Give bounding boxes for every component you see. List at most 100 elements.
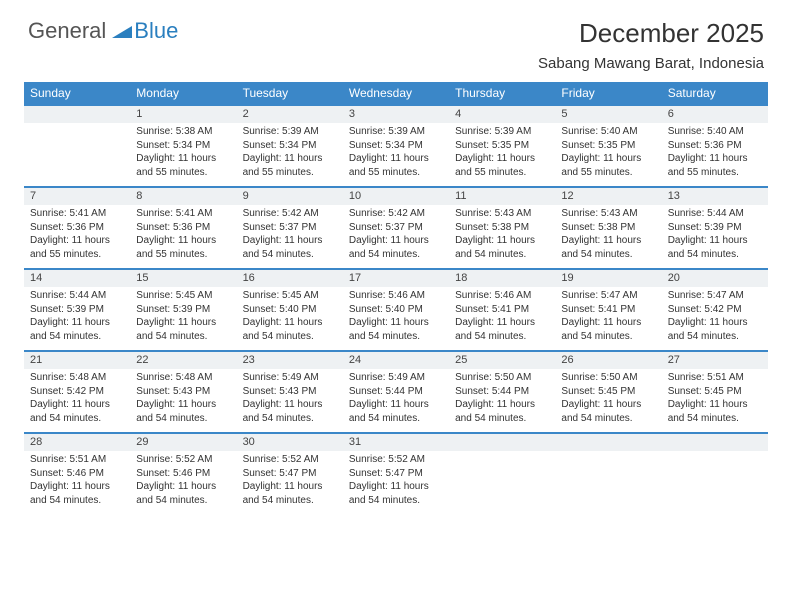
sunrise-text: Sunrise: 5:43 AM (455, 207, 549, 221)
day-detail-cell: Sunrise: 5:51 AMSunset: 5:46 PMDaylight:… (24, 451, 130, 515)
day-number-cell: 10 (343, 187, 449, 205)
sunrise-text: Sunrise: 5:38 AM (136, 125, 230, 139)
sunset-text: Sunset: 5:45 PM (561, 385, 655, 399)
sunrise-text: Sunrise: 5:51 AM (668, 371, 762, 385)
sunrise-text: Sunrise: 5:39 AM (455, 125, 549, 139)
sunrise-text: Sunrise: 5:50 AM (455, 371, 549, 385)
weekday-header: Monday (130, 82, 236, 105)
day-number-cell: 20 (662, 269, 768, 287)
sunrise-text: Sunrise: 5:43 AM (561, 207, 655, 221)
day-number-cell: 9 (237, 187, 343, 205)
day-detail-cell: Sunrise: 5:52 AMSunset: 5:47 PMDaylight:… (343, 451, 449, 515)
day-detail-cell: Sunrise: 5:46 AMSunset: 5:40 PMDaylight:… (343, 287, 449, 351)
sunset-text: Sunset: 5:34 PM (243, 139, 337, 153)
sunrise-text: Sunrise: 5:46 AM (455, 289, 549, 303)
day-number-row: 28293031 (24, 433, 768, 451)
daylight-text: Daylight: 11 hours and 54 minutes. (30, 398, 124, 425)
sunset-text: Sunset: 5:47 PM (349, 467, 443, 481)
day-detail-cell: Sunrise: 5:47 AMSunset: 5:42 PMDaylight:… (662, 287, 768, 351)
sunset-text: Sunset: 5:39 PM (668, 221, 762, 235)
daylight-text: Daylight: 11 hours and 54 minutes. (136, 480, 230, 507)
day-detail-cell: Sunrise: 5:52 AMSunset: 5:46 PMDaylight:… (130, 451, 236, 515)
day-number-cell: 5 (555, 105, 661, 123)
day-number-row: 14151617181920 (24, 269, 768, 287)
daylight-text: Daylight: 11 hours and 54 minutes. (136, 398, 230, 425)
sunset-text: Sunset: 5:45 PM (668, 385, 762, 399)
logo-text-blue: Blue (134, 18, 178, 44)
sunrise-text: Sunrise: 5:46 AM (349, 289, 443, 303)
day-detail-cell: Sunrise: 5:50 AMSunset: 5:44 PMDaylight:… (449, 369, 555, 433)
daylight-text: Daylight: 11 hours and 54 minutes. (136, 316, 230, 343)
day-detail-cell: Sunrise: 5:39 AMSunset: 5:34 PMDaylight:… (343, 123, 449, 187)
day-number-cell: 29 (130, 433, 236, 451)
day-detail-cell: Sunrise: 5:43 AMSunset: 5:38 PMDaylight:… (449, 205, 555, 269)
sunset-text: Sunset: 5:38 PM (561, 221, 655, 235)
day-number-cell: 23 (237, 351, 343, 369)
daylight-text: Daylight: 11 hours and 54 minutes. (455, 234, 549, 261)
daylight-text: Daylight: 11 hours and 54 minutes. (349, 316, 443, 343)
sunset-text: Sunset: 5:39 PM (30, 303, 124, 317)
calendar-table: Sunday Monday Tuesday Wednesday Thursday… (24, 82, 768, 515)
day-number-cell: 25 (449, 351, 555, 369)
day-number-cell: 18 (449, 269, 555, 287)
daylight-text: Daylight: 11 hours and 54 minutes. (455, 316, 549, 343)
day-detail-cell: Sunrise: 5:44 AMSunset: 5:39 PMDaylight:… (24, 287, 130, 351)
sunset-text: Sunset: 5:42 PM (30, 385, 124, 399)
day-number-cell: 3 (343, 105, 449, 123)
daylight-text: Daylight: 11 hours and 54 minutes. (30, 480, 124, 507)
sunrise-text: Sunrise: 5:47 AM (668, 289, 762, 303)
sunrise-text: Sunrise: 5:48 AM (30, 371, 124, 385)
daylight-text: Daylight: 11 hours and 54 minutes. (243, 316, 337, 343)
day-detail-row: Sunrise: 5:51 AMSunset: 5:46 PMDaylight:… (24, 451, 768, 515)
daylight-text: Daylight: 11 hours and 55 minutes. (561, 152, 655, 179)
day-detail-cell: Sunrise: 5:45 AMSunset: 5:40 PMDaylight:… (237, 287, 343, 351)
day-detail-cell: Sunrise: 5:42 AMSunset: 5:37 PMDaylight:… (343, 205, 449, 269)
sunset-text: Sunset: 5:42 PM (668, 303, 762, 317)
day-number-cell: 13 (662, 187, 768, 205)
daylight-text: Daylight: 11 hours and 55 minutes. (349, 152, 443, 179)
weekday-header: Thursday (449, 82, 555, 105)
day-number-row: 123456 (24, 105, 768, 123)
daylight-text: Daylight: 11 hours and 54 minutes. (561, 398, 655, 425)
day-detail-cell: Sunrise: 5:44 AMSunset: 5:39 PMDaylight:… (662, 205, 768, 269)
sunset-text: Sunset: 5:37 PM (243, 221, 337, 235)
day-number-cell: 17 (343, 269, 449, 287)
day-detail-cell: Sunrise: 5:49 AMSunset: 5:43 PMDaylight:… (237, 369, 343, 433)
daylight-text: Daylight: 11 hours and 54 minutes. (243, 234, 337, 261)
sunrise-text: Sunrise: 5:40 AM (668, 125, 762, 139)
sunrise-text: Sunrise: 5:42 AM (349, 207, 443, 221)
daylight-text: Daylight: 11 hours and 54 minutes. (561, 234, 655, 261)
sunrise-text: Sunrise: 5:45 AM (243, 289, 337, 303)
daylight-text: Daylight: 11 hours and 55 minutes. (243, 152, 337, 179)
sunset-text: Sunset: 5:47 PM (243, 467, 337, 481)
day-detail-cell: Sunrise: 5:41 AMSunset: 5:36 PMDaylight:… (130, 205, 236, 269)
day-number-cell: 19 (555, 269, 661, 287)
daylight-text: Daylight: 11 hours and 54 minutes. (561, 316, 655, 343)
sunset-text: Sunset: 5:41 PM (561, 303, 655, 317)
sunrise-text: Sunrise: 5:40 AM (561, 125, 655, 139)
day-detail-cell: Sunrise: 5:48 AMSunset: 5:43 PMDaylight:… (130, 369, 236, 433)
day-number-cell: 26 (555, 351, 661, 369)
title-block: December 2025 Sabang Mawang Barat, Indon… (538, 18, 764, 76)
weekday-header: Wednesday (343, 82, 449, 105)
day-detail-cell (24, 123, 130, 187)
sunrise-text: Sunrise: 5:52 AM (243, 453, 337, 467)
daylight-text: Daylight: 11 hours and 55 minutes. (30, 234, 124, 261)
sunrise-text: Sunrise: 5:41 AM (136, 207, 230, 221)
day-detail-cell (662, 451, 768, 515)
day-detail-cell: Sunrise: 5:41 AMSunset: 5:36 PMDaylight:… (24, 205, 130, 269)
day-number-cell: 7 (24, 187, 130, 205)
day-number-row: 78910111213 (24, 187, 768, 205)
sunrise-text: Sunrise: 5:44 AM (668, 207, 762, 221)
weekday-header: Tuesday (237, 82, 343, 105)
day-number-cell: 16 (237, 269, 343, 287)
day-number-cell: 30 (237, 433, 343, 451)
sunrise-text: Sunrise: 5:41 AM (30, 207, 124, 221)
day-detail-cell: Sunrise: 5:39 AMSunset: 5:34 PMDaylight:… (237, 123, 343, 187)
day-detail-cell: Sunrise: 5:48 AMSunset: 5:42 PMDaylight:… (24, 369, 130, 433)
sunrise-text: Sunrise: 5:51 AM (30, 453, 124, 467)
day-number-cell (24, 105, 130, 123)
sunset-text: Sunset: 5:43 PM (243, 385, 337, 399)
sunset-text: Sunset: 5:39 PM (136, 303, 230, 317)
sunrise-text: Sunrise: 5:48 AM (136, 371, 230, 385)
